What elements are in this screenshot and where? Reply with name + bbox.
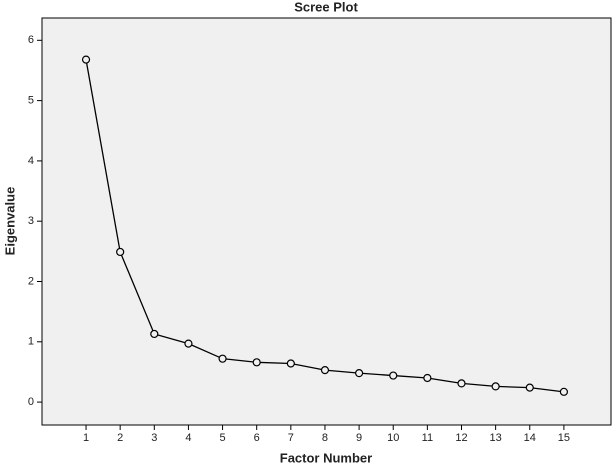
y-tick-label: 2	[28, 275, 34, 287]
x-tick-label: 5	[220, 432, 226, 444]
x-tick-label: 15	[558, 432, 570, 444]
point	[150, 329, 159, 339]
point	[116, 247, 125, 257]
point	[252, 358, 261, 367]
y-axis-label: Eigenvalue	[2, 187, 17, 256]
y-tick-label: 0	[28, 396, 34, 408]
x-tick-label: 12	[455, 432, 467, 444]
chart-title: Scree Plot	[294, 0, 358, 14]
x-tick-label: 8	[322, 432, 328, 444]
x-tick-label: 14	[524, 432, 536, 444]
x-tick-label: 3	[151, 432, 157, 444]
point	[559, 387, 568, 396]
point	[457, 379, 466, 388]
x-tick-label: 10	[387, 432, 399, 444]
point	[286, 359, 295, 368]
x-tick-label: 13	[490, 432, 502, 444]
y-tick-label: 1	[28, 336, 34, 348]
y-tick-label: 6	[28, 34, 34, 46]
x-tick-label: 7	[288, 432, 294, 444]
point	[218, 354, 227, 363]
y-tick-label: 3	[28, 215, 34, 227]
x-tick-label: 2	[117, 432, 123, 444]
y-tick-label: 4	[28, 155, 34, 167]
x-tick-label: 6	[254, 432, 260, 444]
point	[525, 383, 534, 392]
point	[81, 55, 91, 64]
point	[320, 366, 330, 375]
x-axis-label: Factor Number	[280, 450, 372, 465]
y-tick-label: 5	[28, 95, 34, 107]
x-tick-label: 4	[185, 432, 191, 444]
point	[389, 371, 398, 380]
x-tick-label: 11	[422, 432, 433, 444]
x-tick-label: 9	[356, 432, 362, 444]
point	[423, 373, 432, 383]
point	[491, 382, 500, 391]
point	[184, 339, 193, 348]
point	[354, 369, 364, 378]
x-tick-label: 1	[83, 432, 89, 444]
plot-area	[41, 17, 612, 426]
